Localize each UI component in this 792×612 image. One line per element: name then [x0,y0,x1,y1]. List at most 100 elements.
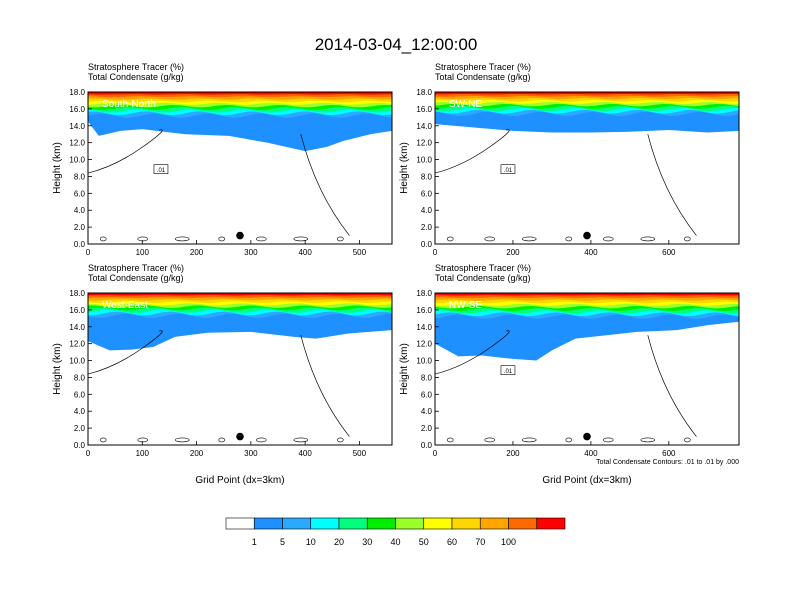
low-cloud-contour [446,236,454,242]
colorbar-swatch [479,517,509,530]
x-axis-label: Grid Point (dx=3km) [542,475,631,486]
location-marker [236,432,244,441]
y-axis-label: Height (km) [52,142,63,194]
x-tick-label: 100 [136,248,150,257]
x-tick-label: 200 [190,449,204,458]
low-cloud-contour [521,437,537,443]
panel-3: Stratosphere Tracer (%)Total Condensate … [52,263,393,486]
x-tick-label: 500 [353,248,367,257]
low-cloud-contour [99,236,107,242]
x-tick-label: 400 [298,449,312,458]
low-cloud-contour [684,437,691,443]
tracer-band-11 [435,92,739,95]
colorbar-label: 20 [334,537,344,547]
low-cloud-contour [293,437,309,443]
y-tick-label: 6.0 [74,189,86,198]
low-cloud-contour [640,236,656,242]
panel-title-line: Total Condensate (g/kg) [435,273,531,283]
y-tick-label: 6.0 [421,189,433,198]
y-tick-label: 6.0 [421,390,433,399]
colorbar-label: 40 [390,537,400,547]
colorbar-swatch [423,517,453,530]
y-tick-label: 12.0 [416,340,432,349]
y-axis-label: Height (km) [399,142,410,194]
low-cloud-contour [602,437,614,443]
location-marker [583,231,591,240]
low-cloud-contour [640,437,656,443]
y-tick-label: 16.0 [69,105,85,114]
low-cloud-contour [565,437,573,443]
figure-title: 2014-03-04_12:00:00 [315,35,478,54]
y-tick-label: 16.0 [69,306,85,315]
y-tick-label: 10.0 [416,357,432,366]
x-tick-label: 200 [506,449,520,458]
y-tick-label: 2.0 [74,223,86,232]
condensate-contour [88,129,163,174]
location-marker [583,432,591,441]
panel-label: West-East [102,300,148,311]
y-tick-label: 0.0 [421,441,433,450]
colorbar-swatch [366,517,396,530]
x-tick-label: 400 [584,449,598,458]
colorbar-label: 100 [501,537,516,547]
low-cloud-contour [218,437,226,443]
low-cloud-contour [255,236,267,242]
panel-4: Stratosphere Tracer (%)Total Condensate … [399,263,740,486]
panel-title-line: Stratosphere Tracer (%) [88,62,184,72]
x-tick-label: 200 [190,248,204,257]
x-axis-label: Grid Point (dx=3km) [195,475,284,486]
y-tick-label: 14.0 [416,122,432,131]
low-cloud-contour [137,236,149,242]
low-cloud-contour [521,236,537,242]
contour-label: .01 [157,168,166,174]
contour-footnote: Total Condensate Contours: .01 to .01 by… [596,459,739,466]
contour-label-box [153,164,169,174]
low-cloud-contour [255,437,267,443]
colorbar: 1 5 10 20 30 40 50 60 70 100 [225,517,566,547]
low-cloud-contour [446,437,454,443]
y-tick-label: 4.0 [421,206,433,215]
contour-label-box [500,365,516,375]
panel-label: NW-SE [449,300,482,311]
x-tick-label: 600 [662,248,676,257]
y-tick-label: 10.0 [69,357,85,366]
panel-title-line: Total Condensate (g/kg) [88,273,184,283]
x-tick-label: 400 [298,248,312,257]
condensate-contour [647,335,697,437]
plot-frame [434,292,740,446]
panel-title-line: Stratosphere Tracer (%) [88,263,184,273]
colorbar-swatch [253,517,283,530]
y-tick-label: 2.0 [421,223,433,232]
contour-label: .01 [504,168,513,174]
y-tick-label: 6.0 [74,390,86,399]
y-axis-label: Height (km) [399,343,410,395]
y-tick-label: 14.0 [69,323,85,332]
y-tick-label: 0.0 [74,441,86,450]
panel-2: Stratosphere Tracer (%)Total Condensate … [399,62,740,257]
y-tick-label: 8.0 [74,172,86,181]
low-cloud-contour [484,236,496,242]
condensate-contour [435,330,510,375]
x-tick-label: 0 [86,248,91,257]
panels: Stratosphere Tracer (%)Total Condensate … [52,62,740,486]
low-cloud-contour [684,236,691,242]
y-tick-label: 2.0 [421,424,433,433]
plot-frame [87,91,393,245]
colorbar-label: 1 [252,537,257,547]
y-tick-label: 2.0 [74,424,86,433]
y-tick-label: 12.0 [69,340,85,349]
colorbar-swatch [310,517,340,530]
low-cloud-contour [484,437,496,443]
y-tick-label: 12.0 [416,139,432,148]
low-cloud-contour [218,236,226,242]
colorbar-swatch [451,517,481,530]
y-tick-label: 4.0 [421,407,433,416]
y-tick-label: 14.0 [69,122,85,131]
low-cloud-contour [174,437,190,443]
y-tick-label: 18.0 [416,88,432,97]
panel-1: Stratosphere Tracer (%)Total Condensate … [52,62,393,257]
low-cloud-contour [602,236,614,242]
condensate-contour [300,134,350,236]
x-tick-label: 100 [136,449,150,458]
y-tick-label: 10.0 [69,156,85,165]
